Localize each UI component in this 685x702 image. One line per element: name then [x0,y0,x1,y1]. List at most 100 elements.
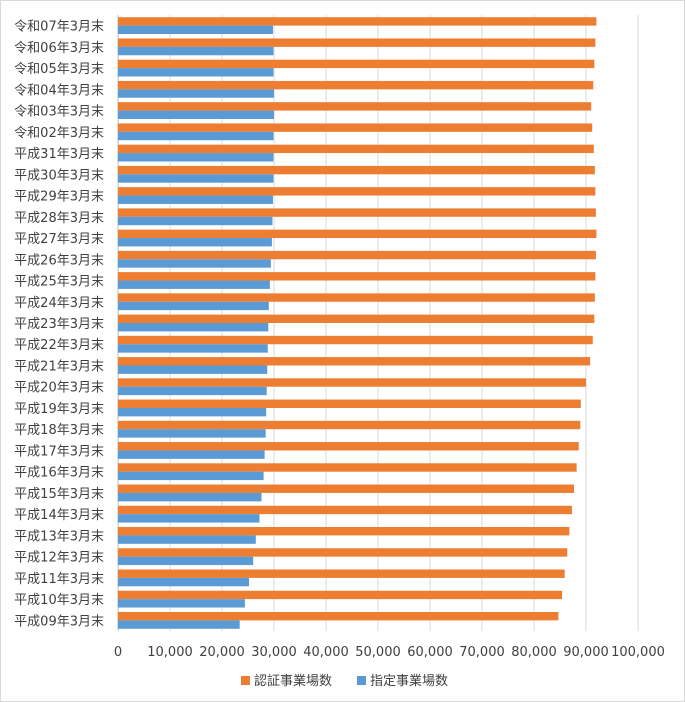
bar-shitei-24 [118,535,256,544]
bar-ninsho-4 [118,102,592,111]
bar-ninsho-16 [118,357,591,366]
category-label: 平成29年3月末 [14,190,104,205]
x-tick-label: 70,000 [459,645,505,660]
bar-ninsho-25 [118,548,568,557]
bar-ninsho-28 [118,611,559,621]
category-label: 平成18年3月末 [14,423,104,438]
bar-shitei-27 [118,599,245,608]
bar-ninsho-2 [118,59,595,69]
bar-ninsho-19 [118,420,581,430]
bar-shitei-3 [118,89,274,98]
category-label: 平成30年3月末 [14,168,104,183]
category-label: 平成19年3月末 [14,402,104,417]
bar-shitei-21 [118,471,264,481]
bar-shitei-9 [118,216,273,226]
bar-shitei-7 [118,174,274,183]
category-label: 平成21年3月末 [14,359,104,374]
bar-shitei-23 [118,514,260,523]
category-label: 平成28年3月末 [14,211,104,226]
category-label: 平成17年3月末 [14,444,104,459]
legend-label-shitei: 指定事業場数 [370,673,448,689]
bar-shitei-15 [118,344,268,353]
category-label: 平成24年3月末 [14,296,104,311]
legend-swatch-ninsho [241,676,250,685]
bar-ninsho-24 [118,527,570,536]
bar-shitei-11 [118,259,271,268]
bar-shitei-26 [118,577,250,587]
bar-ninsho-0 [118,17,597,26]
bar-shitei-12 [118,280,270,289]
bar-ninsho-7 [118,165,595,175]
category-label: 平成31年3月末 [14,147,104,162]
bar-ninsho-17 [118,378,586,387]
category-label: 令和02年3月末 [14,126,104,141]
x-tick-label: 0 [114,645,122,660]
bar-shitei-17 [118,386,267,396]
category-label: 平成16年3月末 [14,466,104,481]
category-label: 令和05年3月末 [14,62,104,77]
category-label: 平成11年3月末 [14,572,104,587]
bar-ninsho-8 [118,187,596,196]
bar-ninsho-27 [118,590,563,600]
bar-shitei-0 [118,25,273,35]
bar-ninsho-14 [118,314,595,323]
category-label: 平成26年3月末 [14,253,104,268]
bar-shitei-14 [118,323,269,332]
bar-ninsho-18 [118,399,581,408]
bar-ninsho-12 [118,272,596,281]
legend-swatch-shitei [357,676,366,685]
bar-ninsho-20 [118,442,579,451]
category-label: 令和03年3月末 [14,105,104,120]
bar-shitei-28 [118,620,240,629]
category-label: 平成22年3月末 [14,338,104,353]
bar-ninsho-15 [118,335,593,345]
category-label: 令和07年3月末 [14,20,104,35]
x-tick-label: 100,000 [611,645,665,660]
bar-shitei-4 [118,110,274,119]
legend-label-ninsho: 認証事業場数 [254,673,332,689]
category-label: 平成12年3月末 [14,551,104,566]
category-label: 平成23年3月末 [14,317,104,332]
bar-shitei-5 [118,131,274,141]
x-tick-label: 20,000 [199,645,245,660]
bar-ninsho-9 [118,208,596,217]
x-tick-label: 60,000 [407,645,453,660]
bar-shitei-19 [118,429,266,438]
bar-ninsho-5 [118,123,593,132]
bar-ninsho-22 [118,484,575,493]
category-label: 平成09年3月末 [14,614,104,629]
x-tick-label: 10,000 [147,645,193,660]
bar-shitei-16 [118,365,268,374]
bar-ninsho-21 [118,463,577,472]
bar-ninsho-6 [118,144,594,154]
category-label: 令和04年3月末 [14,83,104,98]
bar-shitei-25 [118,556,254,566]
x-tick-label: 50,000 [355,645,401,660]
x-tick-label: 30,000 [251,645,297,660]
bar-shitei-8 [118,195,273,204]
bar-shitei-20 [118,450,265,459]
category-label: 令和06年3月末 [14,41,104,56]
bar-ninsho-1 [118,38,596,47]
bar-ninsho-3 [118,80,594,90]
bar-shitei-2 [118,68,274,77]
bar-shitei-10 [118,238,272,247]
bar-shitei-22 [118,492,262,502]
bar-shitei-6 [118,153,274,162]
bar-ninsho-10 [118,229,597,239]
bar-ninsho-13 [118,293,595,302]
category-label: 平成13年3月末 [14,529,104,544]
x-tick-label: 40,000 [303,645,349,660]
category-label: 平成27年3月末 [14,232,104,247]
bar-ninsho-26 [118,569,565,578]
x-tick-label: 80,000 [511,645,557,660]
category-label: 平成14年3月末 [14,508,104,523]
bar-shitei-1 [118,46,274,56]
x-tick-label: 90,000 [563,645,609,660]
bar-shitei-18 [118,407,267,417]
bar-ninsho-23 [118,505,572,515]
bar-ninsho-11 [118,250,596,260]
category-label: 平成20年3月末 [14,381,104,396]
